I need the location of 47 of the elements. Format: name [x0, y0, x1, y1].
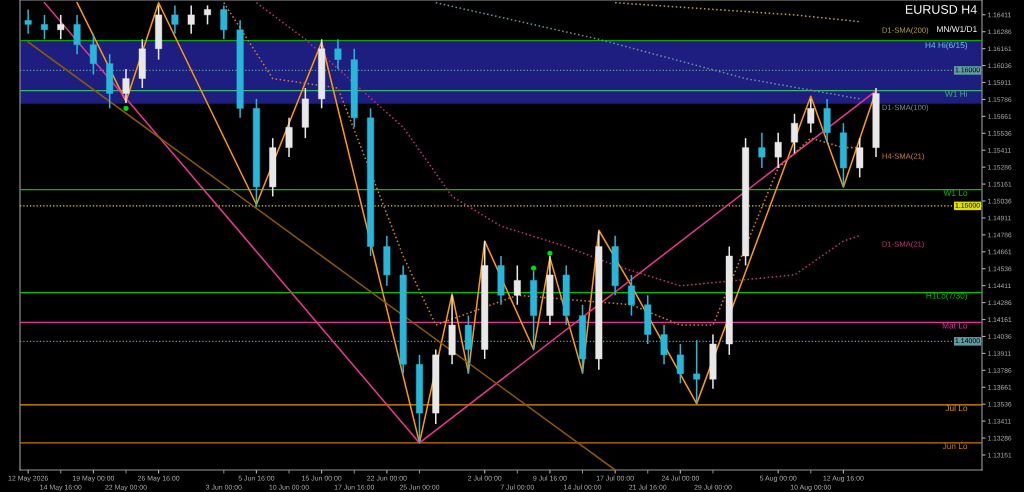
line-series	[255, 1, 861, 287]
candlestick	[155, 4, 163, 61]
point	[531, 265, 537, 271]
band-label: H4 Hi(6/15)	[925, 41, 968, 50]
candlestick	[269, 137, 277, 198]
candlestick	[187, 4, 195, 35]
candlestick	[676, 343, 684, 385]
candlestick	[774, 131, 782, 169]
candlestick	[709, 333, 717, 390]
candlestick	[89, 33, 97, 76]
candlestick	[660, 324, 668, 366]
candlestick	[530, 270, 538, 351]
chart-title: EURUSD H4	[905, 5, 977, 14]
candlestick	[856, 137, 864, 179]
candlestick	[807, 98, 815, 134]
ref-line-label: W1 Hi	[944, 90, 968, 97]
candlestick	[318, 38, 326, 110]
candlestick	[481, 240, 489, 360]
candlestick	[513, 264, 521, 306]
candlestick	[839, 122, 847, 188]
candlestick	[106, 53, 114, 110]
ref-line-label: Jun Lo	[942, 443, 968, 450]
candlestick	[138, 38, 146, 89]
point	[547, 250, 553, 256]
candlestick	[204, 4, 211, 26]
candlestick	[791, 113, 798, 154]
candlestick	[448, 294, 456, 366]
ref-line-label: Jul Lo	[945, 404, 968, 412]
candlestick	[758, 131, 766, 169]
candlestick	[171, 4, 179, 35]
ref-line-label: Mat Lo	[942, 322, 968, 329]
ref-line-label: W1 Lo	[943, 189, 968, 196]
candlestick	[334, 38, 342, 70]
point	[123, 105, 129, 111]
text: MN/W1/D1	[937, 25, 977, 32]
candlestick	[122, 68, 130, 104]
candlestick	[693, 339, 701, 405]
candlestick	[627, 274, 635, 317]
candlestick	[383, 234, 391, 287]
candlestick	[725, 245, 733, 356]
candlestick	[24, 8, 32, 35]
line-series	[435, 1, 861, 100]
candlestick	[40, 14, 48, 41]
ref-line-label: H1Lo(7/30)	[926, 292, 968, 301]
candlestick	[301, 87, 309, 139]
candlestick	[464, 314, 472, 375]
candlestick	[57, 14, 65, 41]
